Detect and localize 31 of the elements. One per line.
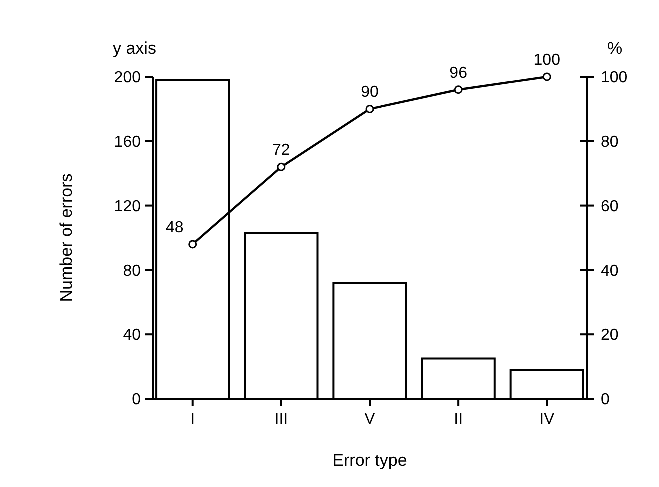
y2-tick-label: 20 [601, 327, 619, 344]
y-tick-label: 120 [114, 198, 142, 216]
x-tick-label: III [274, 411, 288, 428]
data-label: 96 [450, 64, 468, 82]
point [542, 72, 552, 82]
x-axis-title: Error type [332, 451, 408, 470]
text: y axis [113, 39, 156, 58]
y-tick-label: 200 [114, 70, 142, 87]
data-label: 48 [166, 219, 184, 236]
point [277, 162, 286, 172]
data-label: 100 [534, 52, 561, 69]
x-tick-label: IV [540, 411, 556, 428]
y-tick-label: 0 [132, 392, 142, 409]
y2-tick-label: 80 [601, 134, 619, 151]
point [188, 240, 198, 249]
y2-tick-label: 60 [601, 198, 619, 216]
x-tick-label: II [454, 411, 464, 428]
y-tick-label: 80 [123, 262, 142, 280]
x-tick-label: V [364, 411, 376, 428]
y2-axis-title: % [607, 39, 623, 58]
data-label: 90 [361, 84, 379, 102]
data-label: 72 [272, 142, 290, 160]
point [366, 104, 374, 114]
x-tick-label: I [190, 411, 196, 428]
y-tick-label: 40 [123, 327, 142, 344]
point [454, 86, 463, 94]
y2-tick-label: 100 [601, 70, 628, 87]
y2-tick-label: 0 [601, 392, 610, 409]
y2-tick-label: 40 [601, 262, 619, 280]
y-tick-label: 160 [114, 134, 142, 151]
y-axis-title: Number of errors [57, 174, 76, 302]
